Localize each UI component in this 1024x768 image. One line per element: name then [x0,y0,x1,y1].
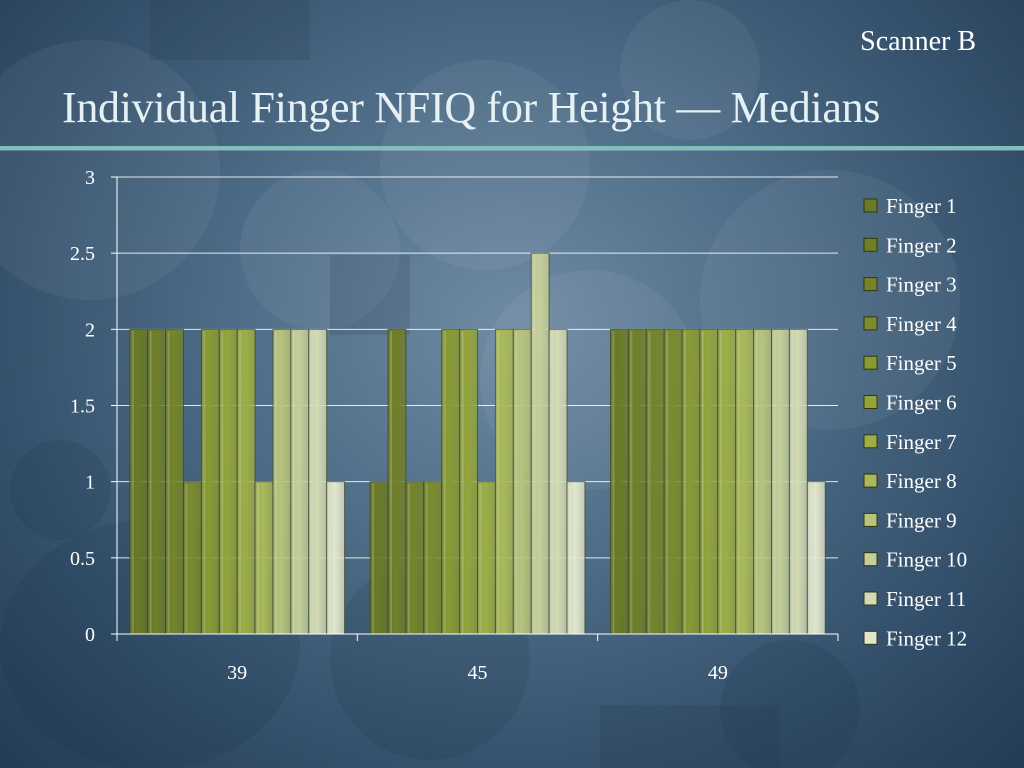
legend-label: Finger 3 [886,273,957,297]
legend-swatch [863,237,878,252]
legend-swatch [863,473,878,488]
x-tick-label: 45 [468,662,488,684]
legend-swatch [863,355,878,370]
y-tick-label: 0 [85,624,95,646]
legend-label: Finger 5 [886,351,957,375]
legend-swatch [863,591,878,606]
y-tick-label: 0.5 [70,548,95,570]
x-tick-label: 49 [708,662,728,684]
legend-label: Finger 10 [886,548,967,572]
legend-label: Finger 9 [886,508,957,532]
y-tick-label: 2.5 [70,243,95,265]
legend-label: Finger 8 [886,469,957,493]
legend-label: Finger 12 [886,626,967,650]
legend-swatch [863,552,878,567]
legend-label: Finger 11 [886,587,966,611]
legend: Finger 1 Finger 2 Finger 3 Finger 4 Finger 5… [863,194,967,650]
legend-swatch [863,277,878,292]
legend-swatch [863,434,878,449]
legend-swatch [863,316,878,331]
axes: 0 0.5 1 1.5 2 2.5 3 39 45 49 [70,167,839,684]
legend-swatch [863,630,878,645]
legend-label: Finger 7 [886,430,957,454]
bars [129,252,826,635]
x-tick-label: 39 [227,662,247,684]
legend-swatch [863,512,878,527]
legend-label: Finger 6 [886,391,957,415]
legend-label: Finger 1 [886,194,957,218]
scanner-label: Scanner B [860,26,976,57]
title-divider-highlight [0,150,1024,151]
legend-label: Finger 4 [886,312,957,336]
title-divider [0,146,1024,150]
y-tick-label: 1.5 [70,396,95,418]
legend-swatch [863,198,878,213]
y-tick-label: 1 [85,472,95,494]
y-tick-label: 2 [85,319,95,341]
legend-label: Finger 2 [886,233,957,257]
slide-title: Individual Finger NFIQ for Height — Medi… [62,83,881,132]
y-tick-label: 3 [85,167,95,189]
legend-swatch [863,395,878,409]
